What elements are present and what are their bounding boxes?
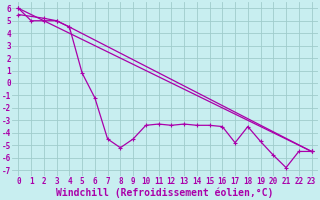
X-axis label: Windchill (Refroidissement éolien,°C): Windchill (Refroidissement éolien,°C) <box>56 187 274 198</box>
